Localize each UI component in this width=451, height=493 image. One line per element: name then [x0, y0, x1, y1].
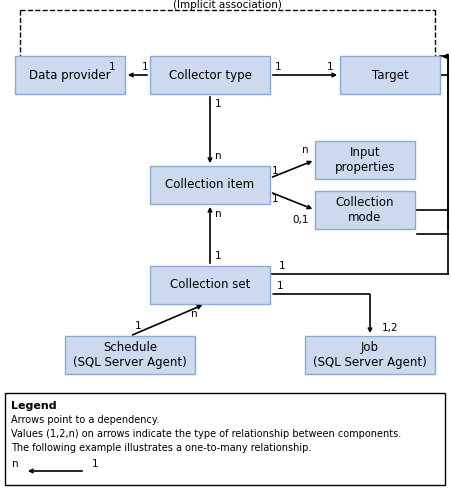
Text: Collection
mode: Collection mode: [336, 196, 394, 224]
Text: n: n: [215, 151, 221, 161]
Text: 1: 1: [215, 251, 221, 261]
Text: Job
(SQL Server Agent): Job (SQL Server Agent): [313, 341, 427, 369]
Text: Values (1,2,n) on arrows indicate the type of relationship between components.: Values (1,2,n) on arrows indicate the ty…: [11, 429, 401, 439]
FancyBboxPatch shape: [315, 141, 415, 179]
FancyBboxPatch shape: [340, 56, 440, 94]
Text: 1,2: 1,2: [382, 323, 398, 333]
Text: 1: 1: [327, 62, 333, 72]
Text: Input
properties: Input properties: [335, 146, 396, 174]
Text: n: n: [12, 459, 18, 469]
FancyBboxPatch shape: [305, 336, 435, 374]
FancyBboxPatch shape: [5, 393, 445, 485]
Text: Arrows point to a dependency.: Arrows point to a dependency.: [11, 415, 159, 425]
Text: The following example illustrates a one-to-many relationship.: The following example illustrates a one-…: [11, 443, 311, 453]
Text: Schedule
(SQL Server Agent): Schedule (SQL Server Agent): [73, 341, 187, 369]
Text: 1: 1: [272, 194, 278, 204]
FancyBboxPatch shape: [150, 166, 270, 204]
Text: 1: 1: [135, 321, 141, 331]
Text: 1: 1: [142, 62, 148, 72]
FancyBboxPatch shape: [315, 191, 415, 229]
Text: Target: Target: [372, 69, 408, 81]
FancyBboxPatch shape: [65, 336, 195, 374]
Text: 1: 1: [275, 62, 281, 72]
Text: 1: 1: [215, 99, 221, 109]
Text: 1: 1: [109, 62, 115, 72]
Text: 1: 1: [92, 459, 98, 469]
Text: n: n: [215, 209, 221, 219]
Text: 1: 1: [272, 166, 278, 176]
Text: Legend: Legend: [11, 401, 57, 411]
FancyBboxPatch shape: [150, 266, 270, 304]
Text: (Implicit association): (Implicit association): [173, 0, 282, 10]
Text: 1: 1: [276, 281, 283, 291]
Text: Collector type: Collector type: [169, 69, 252, 81]
Text: Collection item: Collection item: [166, 178, 254, 191]
Text: Collection set: Collection set: [170, 279, 250, 291]
FancyBboxPatch shape: [15, 56, 125, 94]
FancyBboxPatch shape: [150, 56, 270, 94]
Text: 1: 1: [279, 261, 285, 271]
Text: 0,1: 0,1: [293, 215, 309, 225]
Text: n: n: [302, 145, 308, 155]
Text: n: n: [191, 309, 198, 319]
Text: Data provider: Data provider: [29, 69, 111, 81]
